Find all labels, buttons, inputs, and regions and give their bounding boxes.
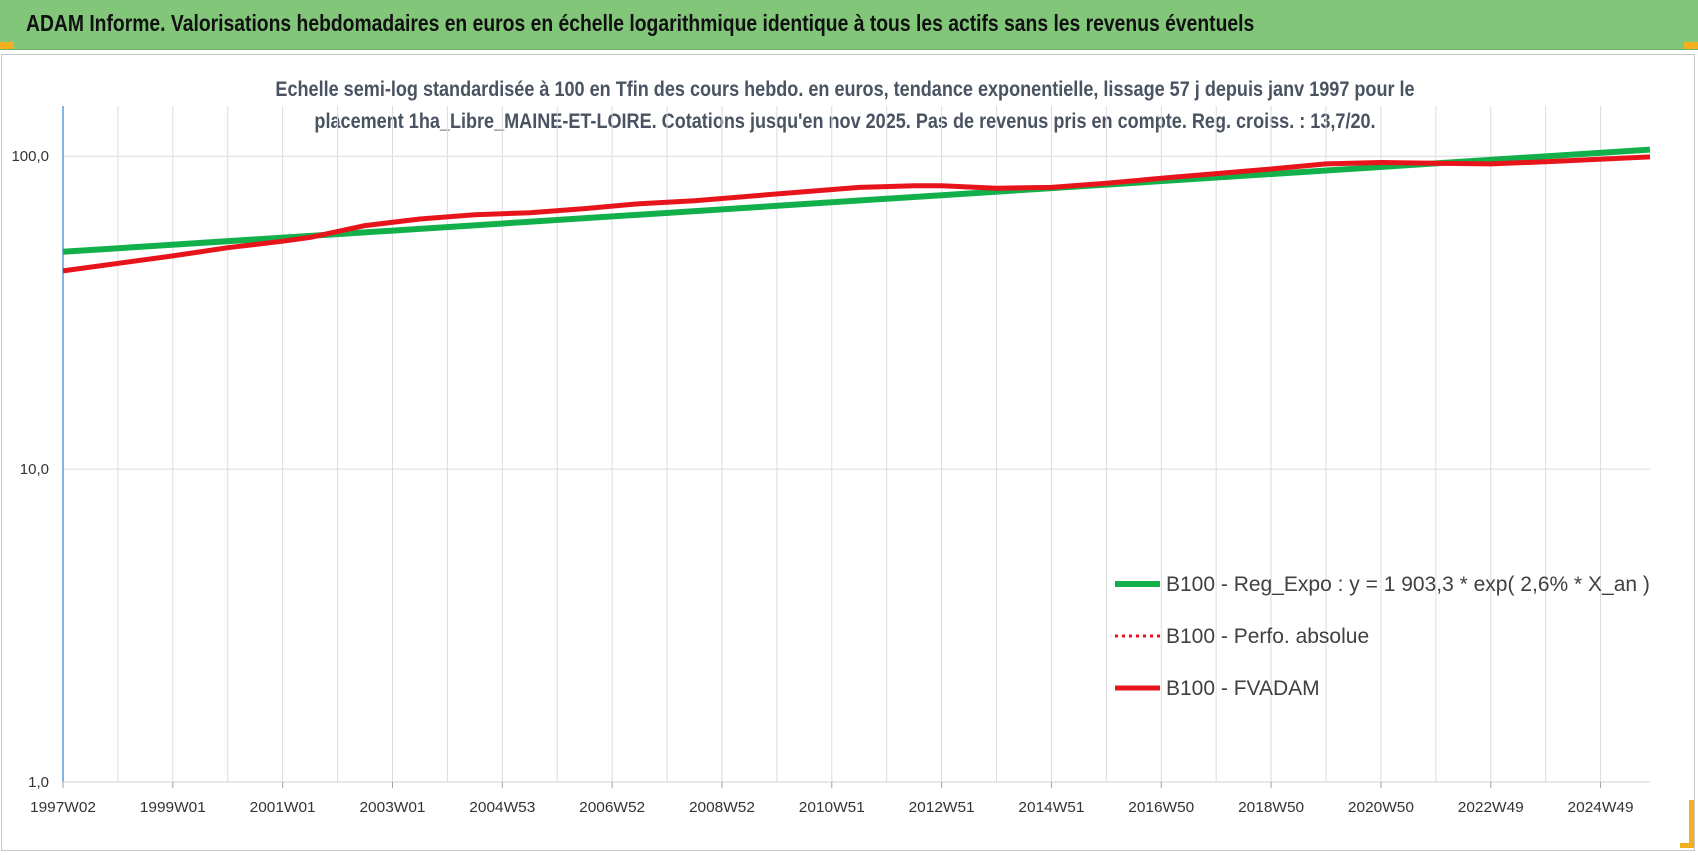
- series-line-3: [62, 154, 1651, 274]
- x-tick-label: 2022W49: [1458, 799, 1524, 816]
- x-tick-label: 2016W50: [1128, 799, 1194, 816]
- x-tick-label: 2006W52: [579, 799, 645, 816]
- series-layer: [62, 146, 1651, 274]
- chart-subtitle-line-2: placement 1ha_Libre_MAINE-ET-LOIRE. Cota…: [314, 110, 1376, 133]
- x-tick-label: 2020W50: [1348, 799, 1414, 816]
- y-tick-label: 10,0: [20, 461, 49, 478]
- corner-marker-bottom-right: [1689, 800, 1694, 846]
- x-tick-label: 2018W50: [1238, 799, 1304, 816]
- legend-label-1: B100 - Reg_Expo : y = 1 903,3 * exp( 2,6…: [1166, 573, 1650, 596]
- report-banner: ADAM Informe. Valorisations hebdomadaire…: [0, 0, 1698, 50]
- corner-marker-top-right: [1684, 42, 1698, 49]
- x-tick-label: 2001W01: [250, 799, 316, 816]
- legend-label-2: B100 - Perfo. absolue: [1166, 625, 1369, 648]
- chart-subtitle: Echelle semi-log standardisée à 100 en T…: [180, 74, 1510, 138]
- x-tick-label: 2010W51: [799, 799, 865, 816]
- x-tick-label: 1999W01: [140, 799, 206, 816]
- y-tick-label: 1,0: [28, 774, 49, 791]
- corner-marker-bottom-right-foot: [1680, 843, 1694, 848]
- legend-label-3: B100 - FVADAM: [1166, 677, 1320, 700]
- x-tick-label: 2024W49: [1568, 799, 1634, 816]
- x-tick-label: 1997W02: [30, 799, 96, 816]
- y-tick-label: 100,0: [11, 148, 49, 165]
- x-tick-label: 2004W53: [469, 799, 535, 816]
- banner-title: ADAM Informe. Valorisations hebdomadaire…: [26, 10, 1255, 36]
- chart-frame: [1, 54, 1695, 851]
- corner-marker-top-left: [0, 42, 14, 49]
- x-tick-label: 2008W52: [689, 799, 755, 816]
- x-tick-label: 2012W51: [909, 799, 975, 816]
- grid-layer: [63, 106, 1650, 783]
- chart-subtitle-line-1: Echelle semi-log standardisée à 100 en T…: [275, 78, 1415, 101]
- axis-layer: 1,0 10,0 100,0 1997W02 1999W01 2001W01 2003W01…: [11, 106, 1650, 816]
- legend-layer: B100 - Reg_Expo : y = 1 903,3 * exp( 2,6…: [1115, 573, 1650, 700]
- x-tick-label: 2003W01: [359, 799, 425, 816]
- x-tick-label: 2014W51: [1018, 799, 1084, 816]
